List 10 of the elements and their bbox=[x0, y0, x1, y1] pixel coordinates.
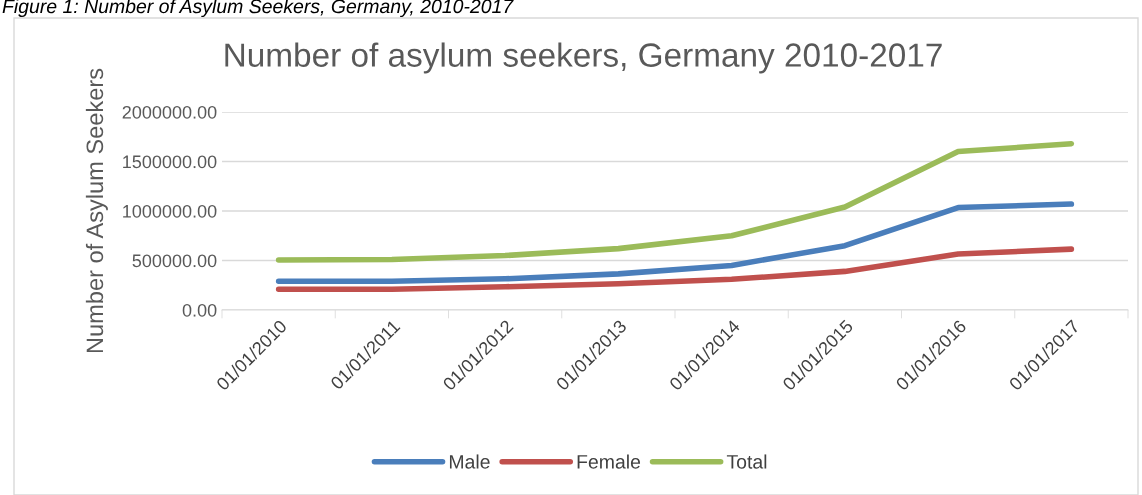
y-tick-label: 1000000.00 bbox=[123, 204, 217, 218]
chart-title: Number of asylum seekers, Germany 2010-2017 bbox=[225, 42, 942, 74]
legend-label: Male bbox=[449, 454, 490, 469]
y-tick-label: 1500000.00 bbox=[123, 155, 217, 169]
y-tick-label: 500000.00 bbox=[132, 254, 217, 268]
legend-label: Female bbox=[577, 454, 641, 469]
y-axis-title: Number of Asylum Seekers bbox=[85, 68, 108, 353]
y-tick-label: 2000000.00 bbox=[122, 105, 217, 119]
legend-label: Total bbox=[726, 454, 767, 469]
y-tick-label: 0.00 bbox=[182, 303, 217, 317]
